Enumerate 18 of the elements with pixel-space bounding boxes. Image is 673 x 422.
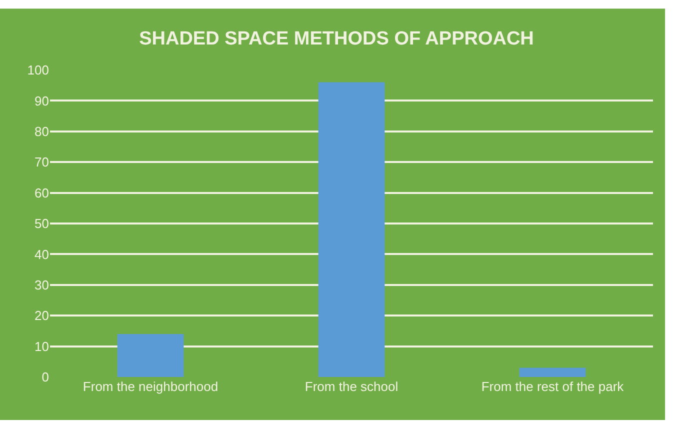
y-tick-label: 60 <box>34 185 49 200</box>
y-tick-label: 0 <box>42 370 49 385</box>
y-tick-label: 30 <box>34 277 49 292</box>
x-tick-label: From the neighborhood <box>82 379 218 394</box>
y-tick-label: 80 <box>34 124 49 139</box>
x-tick-label: From the school <box>304 379 398 394</box>
bar <box>519 368 586 377</box>
y-tick-label: 50 <box>34 216 49 232</box>
x-tick-label: From the rest of the park <box>481 379 624 394</box>
y-tick-label: 20 <box>34 308 49 324</box>
chart-title: SHADED SPACE METHODS OF APPROACH <box>139 28 534 50</box>
bar <box>318 82 385 377</box>
y-tick-label: 90 <box>34 93 49 108</box>
y-tick-label: 40 <box>34 246 49 262</box>
y-tick-label: 70 <box>34 154 49 170</box>
bar <box>117 334 184 377</box>
y-tick-label: 10 <box>34 338 49 354</box>
y-tick-label: 100 <box>27 62 49 78</box>
